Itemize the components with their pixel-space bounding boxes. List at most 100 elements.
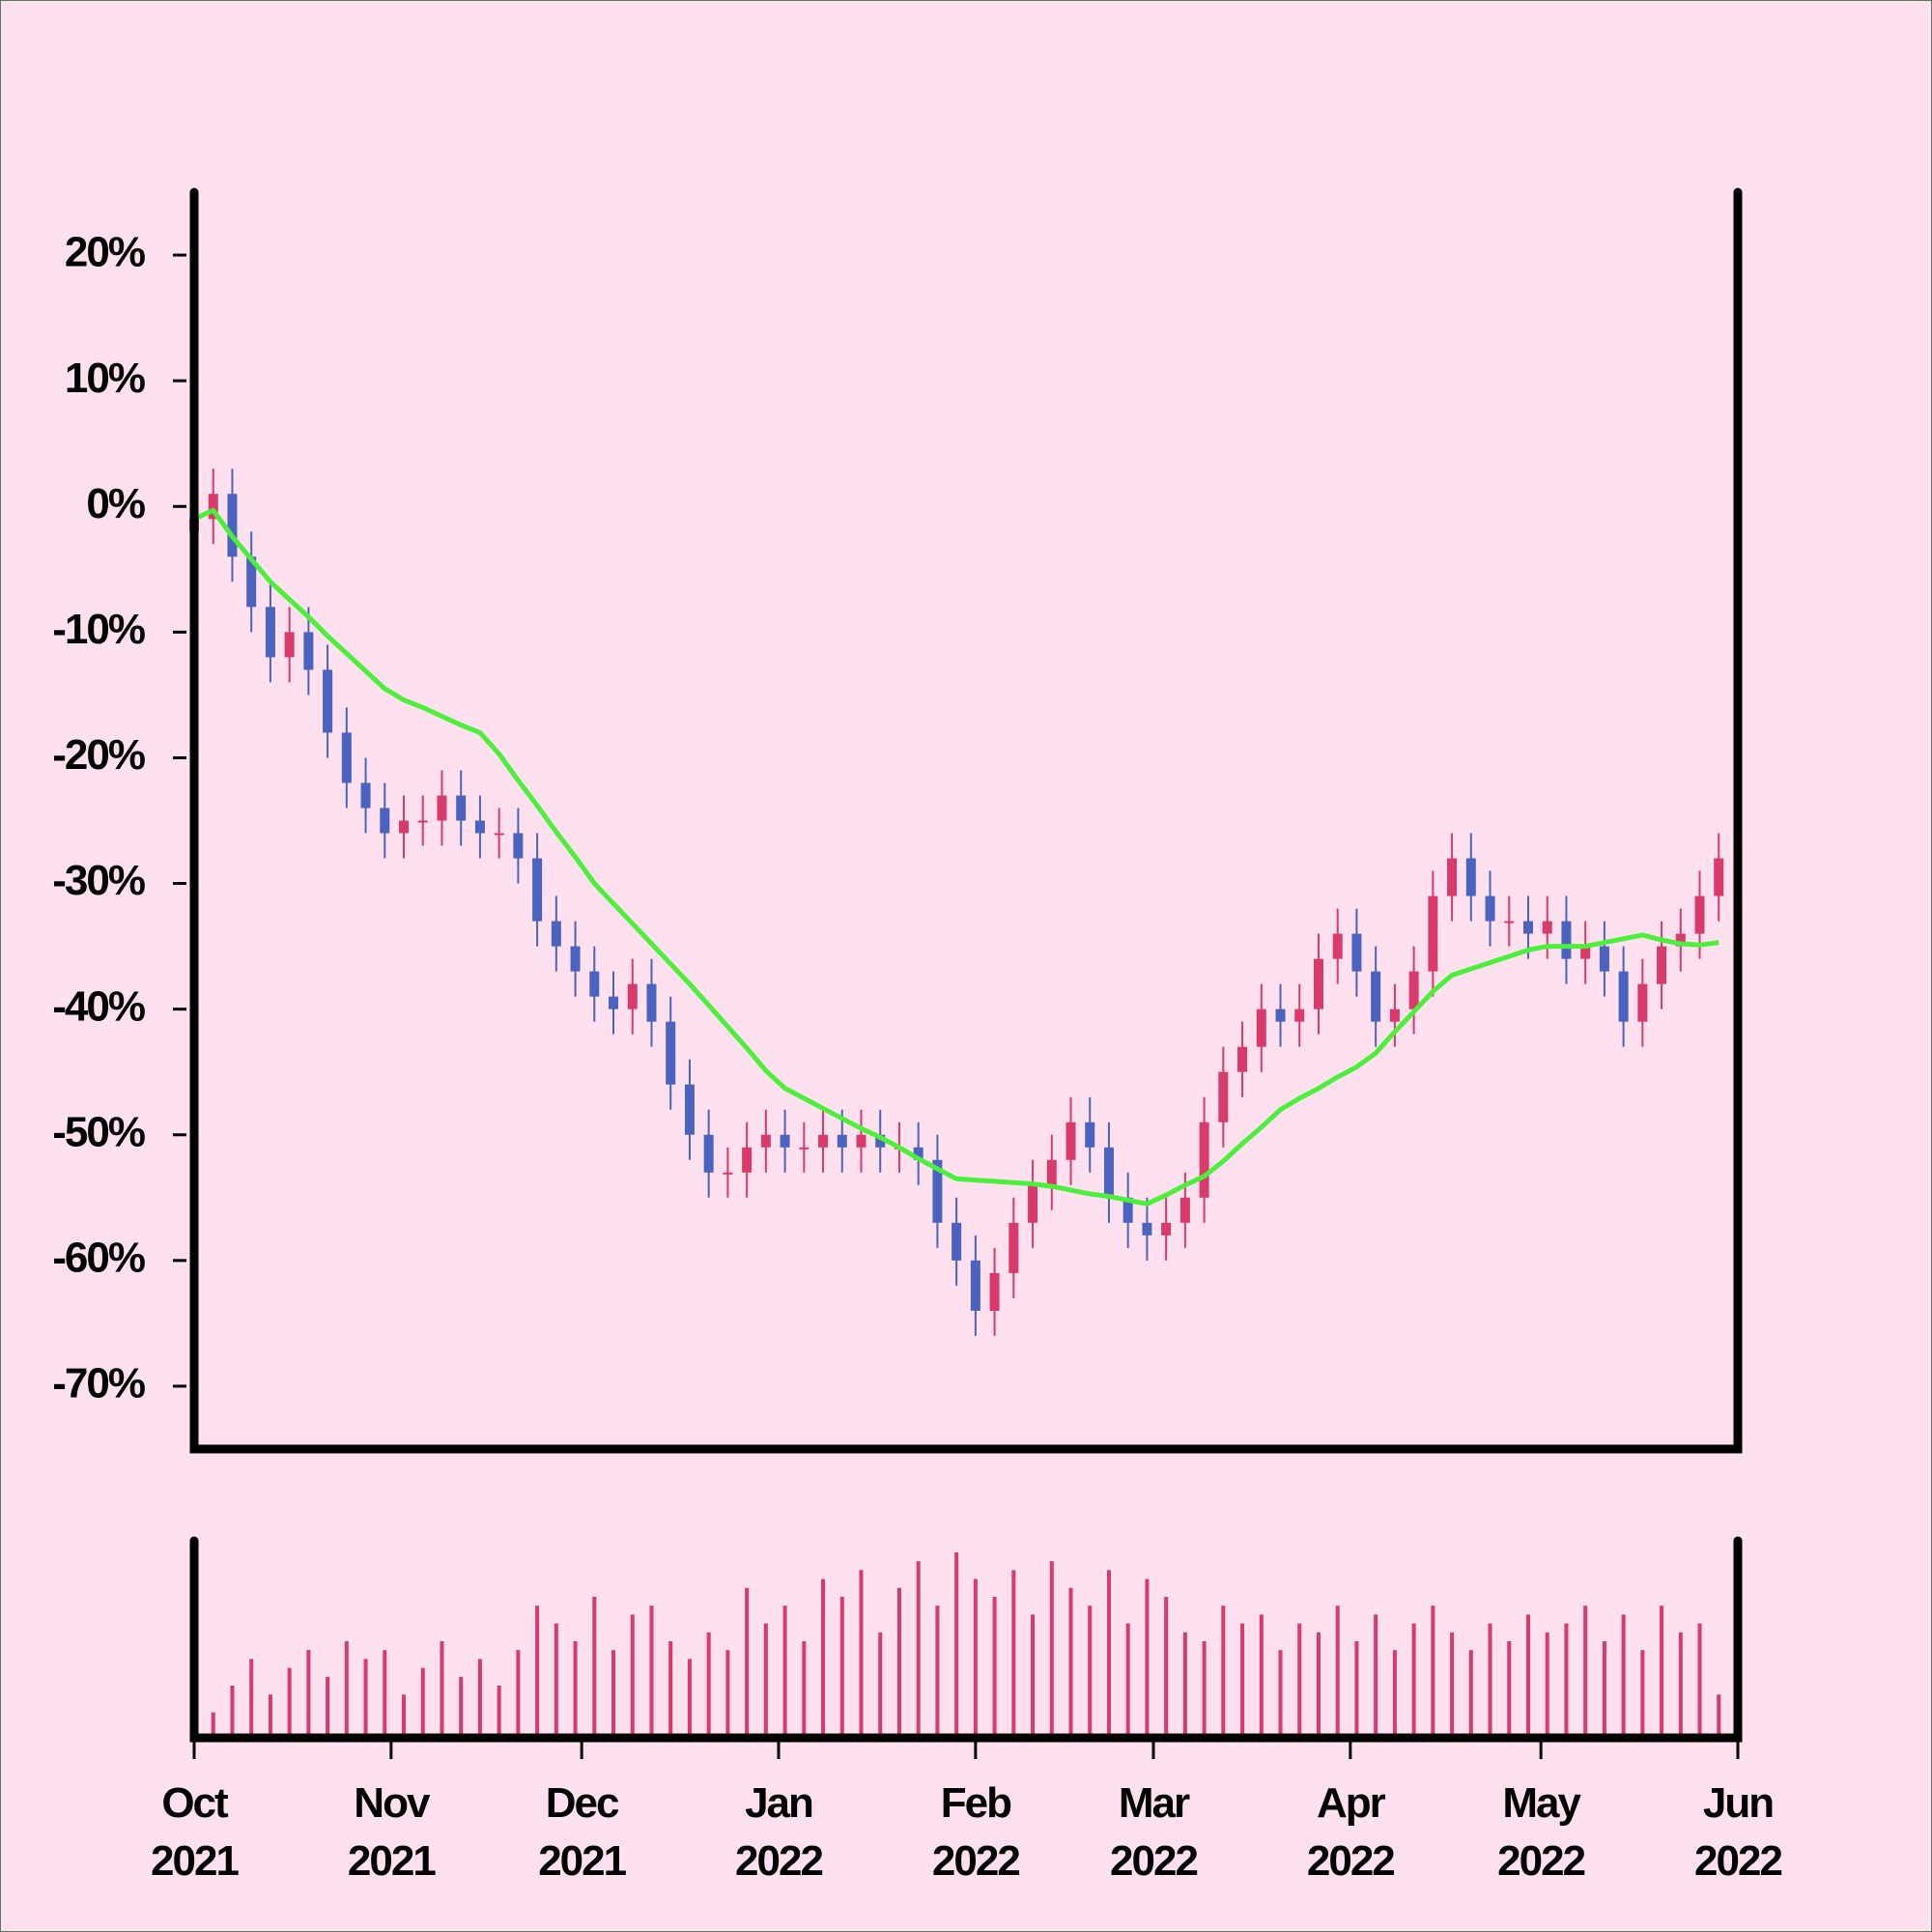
x-tick-label: Nov 2021 — [347, 1779, 437, 1885]
candle-body — [532, 858, 543, 922]
candle-body — [1256, 1009, 1266, 1047]
candle-body — [494, 833, 504, 836]
candle-body — [589, 971, 600, 997]
volume-bar — [459, 1676, 464, 1734]
candle-body — [932, 1159, 943, 1223]
volume-bar — [916, 1561, 921, 1734]
volume-bar — [497, 1686, 501, 1734]
x-tick-label: Jan 2022 — [735, 1779, 824, 1885]
candle-body — [627, 983, 638, 1009]
y-tick-label: 0% — [86, 480, 144, 527]
y-tick-label: -30% — [52, 857, 145, 904]
candle-body — [684, 1084, 695, 1135]
candle-body — [570, 946, 581, 972]
y-tick-label: -20% — [52, 731, 145, 779]
volume-bar — [363, 1659, 368, 1734]
y-tick-label: 20% — [65, 229, 145, 276]
candle-body — [380, 808, 390, 834]
volume-bar — [1640, 1650, 1645, 1734]
x-tick-label: Feb 2022 — [931, 1779, 1021, 1885]
candle-body — [1714, 858, 1724, 896]
volume-bar — [268, 1694, 272, 1734]
candle-body — [1142, 1222, 1152, 1236]
axis-frame — [189, 1536, 1743, 1743]
volume-bar — [1240, 1623, 1245, 1734]
volume-bar — [1450, 1632, 1455, 1734]
candle-body — [837, 1134, 847, 1148]
candle-body — [799, 1147, 810, 1150]
volume-bar — [1374, 1614, 1378, 1734]
candle-body — [303, 632, 314, 670]
candle-body — [1447, 858, 1458, 896]
volume-bar — [573, 1641, 578, 1734]
volume-bar — [782, 1605, 787, 1734]
candle-body — [875, 1134, 886, 1148]
candle-body — [1218, 1071, 1229, 1122]
candle-body — [1103, 1147, 1114, 1198]
candle-body — [1389, 1009, 1400, 1022]
candle-body — [1275, 1009, 1286, 1022]
volume-bar — [630, 1614, 635, 1734]
candle-body — [1028, 1184, 1038, 1223]
axis-frame — [189, 187, 1743, 1454]
candle-body — [760, 1134, 771, 1148]
candle-body — [360, 782, 371, 809]
volume-bar — [611, 1650, 616, 1734]
volume-bar — [1678, 1632, 1683, 1734]
volume-bar — [1354, 1641, 1359, 1734]
volume-bar — [1297, 1623, 1302, 1734]
volume-bar — [326, 1676, 330, 1734]
candle-body — [1408, 971, 1419, 1009]
volume-bar — [839, 1597, 844, 1734]
candle-body — [856, 1134, 867, 1148]
candle-body — [1675, 933, 1686, 947]
volume-bar — [592, 1597, 597, 1734]
candle-body — [1009, 1222, 1019, 1273]
volume-bar — [249, 1659, 254, 1734]
candle-body — [609, 996, 619, 1009]
volume-bar — [1125, 1623, 1130, 1734]
candle-body — [1637, 983, 1648, 1022]
volume-bar — [1660, 1605, 1664, 1734]
volume-bar — [1259, 1614, 1264, 1734]
volume-bar — [687, 1659, 692, 1734]
candle-body — [742, 1147, 753, 1173]
volume-bar — [859, 1570, 864, 1734]
candle-body — [399, 820, 410, 834]
candle-body — [513, 833, 524, 859]
candle-body — [417, 820, 428, 823]
volume-bar — [1221, 1605, 1226, 1734]
volume-bar — [1202, 1641, 1207, 1734]
volume-bar — [1717, 1694, 1721, 1734]
candle-body — [1122, 1197, 1133, 1223]
volume-bar — [706, 1632, 711, 1734]
volume-bar — [1335, 1605, 1340, 1734]
candle-body — [952, 1222, 962, 1261]
candle-body — [1065, 1122, 1076, 1160]
volume-bar — [477, 1659, 482, 1734]
volume-bar — [230, 1686, 235, 1734]
candle-body — [913, 1147, 923, 1160]
candle-body — [1046, 1159, 1057, 1185]
volume-bar — [1621, 1614, 1626, 1734]
candle-body — [1657, 946, 1667, 984]
volume-bar — [420, 1667, 425, 1734]
y-tick-label: -60% — [52, 1234, 145, 1281]
volume-bar — [516, 1650, 521, 1734]
candle-body — [265, 607, 275, 658]
moving-average-line — [192, 507, 1719, 1207]
candle-body — [284, 632, 295, 658]
volume-bar — [763, 1623, 768, 1734]
volume-bar — [954, 1552, 959, 1734]
volume-bar — [1316, 1632, 1321, 1734]
x-tick-label: Mar 2022 — [1110, 1779, 1199, 1885]
volume-bar — [1411, 1623, 1416, 1734]
x-tick-label: Apr 2022 — [1306, 1779, 1396, 1885]
candle-body — [1561, 921, 1572, 959]
candle-body — [1694, 895, 1705, 934]
candle-body — [780, 1134, 790, 1148]
volume-bar — [1507, 1641, 1512, 1734]
y-tick-label: 10% — [65, 355, 145, 402]
volume-bar — [1697, 1623, 1702, 1734]
volume-bar — [1049, 1561, 1054, 1734]
